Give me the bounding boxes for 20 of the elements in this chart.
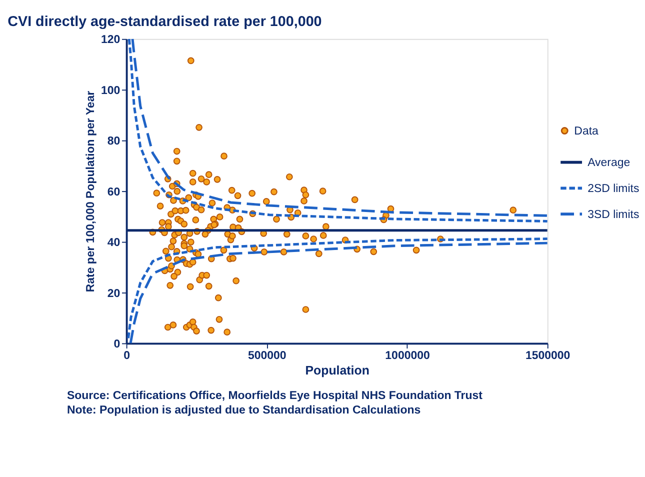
x-tick-label: 500000 — [248, 350, 286, 362]
x-axis-title: Population — [305, 363, 370, 378]
y-tick-label: 120 — [100, 34, 120, 46]
legend-label: 3SD limits — [588, 208, 640, 221]
y-tick-label: 20 — [107, 288, 120, 300]
legend-label: 2SD limits — [588, 183, 640, 196]
y-tick-label: 100 — [100, 84, 120, 97]
x-tick-label: 1000000 — [385, 350, 430, 362]
y-tick-label: 80 — [107, 136, 120, 148]
x-tick-label: 1500000 — [526, 350, 570, 362]
legend-label: Data — [574, 126, 600, 138]
source-note: Source: Certifications Office, Moorfields Eye Hospital NHS Foundation Trust — [66, 390, 483, 402]
y-axis-title: Rate per 100,000 Population per Year — [85, 90, 98, 292]
x-tick-label: 0 — [124, 350, 130, 362]
y-tick-label: 60 — [107, 186, 120, 198]
y-tick-label: 0 — [114, 338, 120, 351]
text: Note: Population is adjusted due to Standardisation Calculations — [66, 404, 421, 417]
legend-label: Average — [588, 157, 630, 170]
y-tick-label: 40 — [107, 237, 120, 250]
chart-title: CVI directly age-standardised rate per 100,000 — [8, 14, 322, 30]
